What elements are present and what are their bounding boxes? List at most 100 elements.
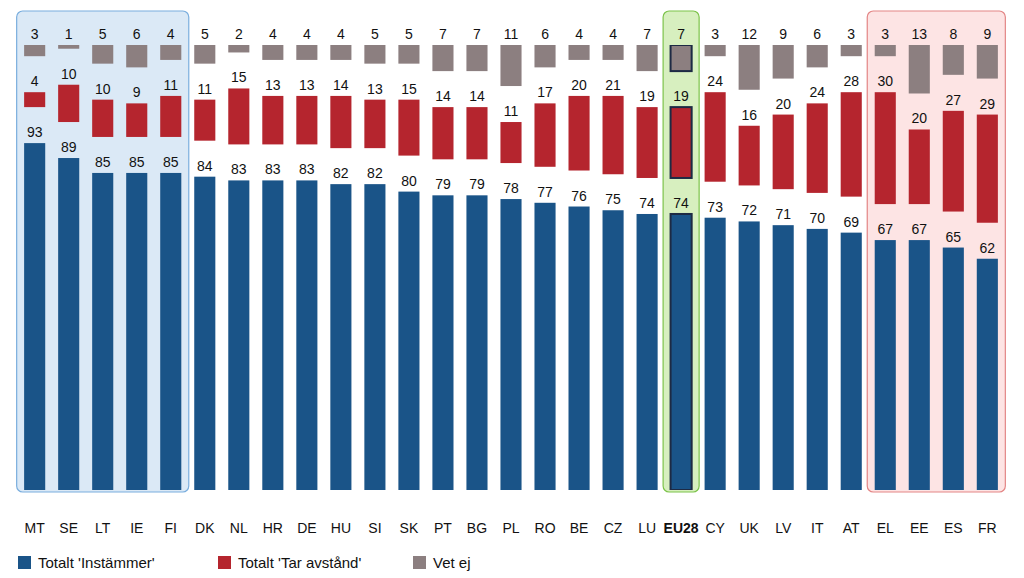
data-label: 20 <box>911 110 927 126</box>
bar-segment <box>228 88 249 144</box>
bar-segment <box>24 92 45 107</box>
bar-segment <box>296 96 317 144</box>
bar-segment <box>568 207 589 490</box>
bar-segment <box>671 45 692 71</box>
bar-segment <box>909 240 930 490</box>
bar-segment <box>262 45 283 60</box>
data-label: 71 <box>775 206 791 222</box>
bar-segment <box>500 199 521 490</box>
tick: EU28 <box>664 520 699 536</box>
bar-segment <box>126 173 147 490</box>
bar-segment <box>24 45 45 56</box>
tick: SK <box>400 520 419 536</box>
data-label: 9 <box>779 26 787 42</box>
legend-label: Vet ej <box>433 554 471 571</box>
tick: EE <box>910 520 929 536</box>
tick-label: HU <box>331 520 351 536</box>
tick-label: LT <box>95 520 111 536</box>
data-label: 69 <box>843 214 859 230</box>
data-label: 27 <box>946 92 962 108</box>
bar-segment <box>875 45 896 56</box>
bar-segment <box>262 96 283 144</box>
bar-segment <box>671 107 692 178</box>
legend-label: Totalt 'Tar avstånd' <box>238 554 361 571</box>
data-label: 67 <box>877 221 893 237</box>
data-label: 5 <box>99 26 107 42</box>
data-label: 89 <box>61 139 77 155</box>
bar-segment <box>92 45 113 64</box>
data-label: 4 <box>609 26 617 42</box>
tick: PL <box>502 520 519 536</box>
data-label: 65 <box>946 229 962 245</box>
tick: EL <box>877 520 894 536</box>
data-label: 9 <box>983 26 991 42</box>
bar-segment <box>568 45 589 60</box>
bar-segment <box>739 221 760 490</box>
bar-segment <box>58 45 79 49</box>
tick: NL <box>230 520 248 536</box>
data-label: 4 <box>269 26 277 42</box>
bar-segment <box>977 115 998 223</box>
tick: UK <box>739 520 759 536</box>
bar-segment <box>773 45 794 79</box>
tick-label: PT <box>434 520 452 536</box>
bar-segment <box>841 233 862 490</box>
tick-label: EE <box>910 520 929 536</box>
data-label: 7 <box>677 26 685 42</box>
data-label: 6 <box>813 26 821 42</box>
bar-segment <box>875 240 896 490</box>
data-label: 20 <box>775 96 791 112</box>
bar-segment <box>398 100 419 156</box>
bar-segment <box>126 45 147 67</box>
data-label: 13 <box>911 26 927 42</box>
data-label: 93 <box>27 124 43 140</box>
data-label: 7 <box>439 26 447 42</box>
tick-label: PL <box>502 520 519 536</box>
bar-segment <box>160 45 181 60</box>
data-label: 20 <box>571 77 587 93</box>
tick-label: SE <box>59 520 78 536</box>
data-label: 11 <box>504 103 519 119</box>
bar-segment <box>466 45 487 71</box>
tick: DE <box>297 520 316 536</box>
data-label: 13 <box>265 77 281 93</box>
data-label: 14 <box>469 88 485 104</box>
tick: IE <box>130 520 143 536</box>
bar-segment <box>705 218 726 490</box>
x-axis: MTSELTIEFIDKNLHRDEHUSISKPTBGPLROBECZLUEU… <box>19 520 1005 536</box>
data-label: 15 <box>401 81 417 97</box>
data-labels: 9389858585848383838282807979787776757474… <box>27 26 995 256</box>
bar-segment <box>24 143 45 490</box>
bar-segment <box>228 180 249 490</box>
bar-segment <box>637 45 658 71</box>
bar-segment <box>603 96 624 174</box>
bar-segment <box>500 45 521 86</box>
data-label: 83 <box>231 161 247 177</box>
bar-segment <box>534 45 555 67</box>
bar-segment <box>398 192 419 490</box>
tick-label: FR <box>978 520 997 536</box>
tick: FI <box>165 520 177 536</box>
data-label: 4 <box>303 26 311 42</box>
bar-segment <box>807 45 828 67</box>
bar-segment <box>92 173 113 490</box>
data-label: 4 <box>31 73 39 89</box>
data-label: 13 <box>367 81 383 97</box>
tick: LT <box>95 520 111 536</box>
bar-segment <box>432 107 453 159</box>
tick-label: BG <box>467 520 487 536</box>
bars <box>24 45 998 490</box>
bar-segment <box>330 96 351 148</box>
legend-swatch <box>18 556 31 569</box>
data-label: 9 <box>133 84 141 100</box>
bar-segment <box>432 45 453 71</box>
data-label: 2 <box>235 26 243 42</box>
tick-label: NL <box>230 520 248 536</box>
highlight-box <box>17 11 189 492</box>
data-label: 19 <box>639 88 655 104</box>
tick: MT <box>25 520 46 536</box>
highlight-box <box>867 11 1005 492</box>
tick: HR <box>263 520 283 536</box>
data-label: 6 <box>541 26 549 42</box>
tick-label: MT <box>25 520 46 536</box>
